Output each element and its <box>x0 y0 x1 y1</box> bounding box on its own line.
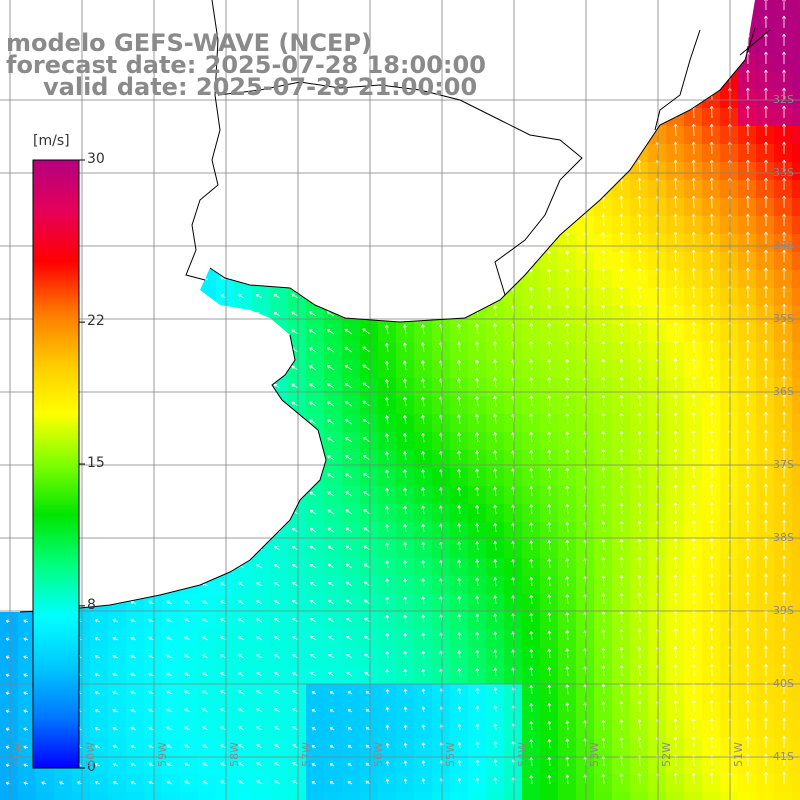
title-model: modelo GEFS-WAVE (NCEP) <box>6 29 372 57</box>
lon-label: 51W <box>732 742 745 767</box>
colorbar <box>32 159 85 769</box>
colorbar-tick-label: 22 <box>87 313 105 330</box>
lat-label: 35S <box>773 312 794 325</box>
lon-label: 60W <box>84 742 97 767</box>
lon-label: 53W <box>588 742 601 767</box>
lat-label: 37S <box>773 458 794 471</box>
colorbar-unit: [m/s] <box>33 133 70 149</box>
colorbar-ramp <box>32 159 80 769</box>
lat-label: 41S <box>773 750 794 763</box>
colorbar-tick-label: 15 <box>87 455 105 471</box>
lon-label: 55W <box>444 742 457 767</box>
lat-label: 40S <box>773 677 794 690</box>
land-area <box>0 0 755 612</box>
title-forecast-date: forecast date: 2025-07-28 18:00:00 <box>6 51 486 79</box>
lat-label: 34S <box>773 239 794 252</box>
lat-label: 39S <box>773 604 794 617</box>
lon-label: 61W <box>12 742 25 767</box>
colorbar-tick-label: 8 <box>87 596 96 613</box>
coastline <box>19 27 756 613</box>
title-valid-date: valid date: 2025-07-28 21:00:00 <box>43 73 478 101</box>
lon-label: 57W <box>300 742 313 767</box>
lat-label: 38S <box>773 531 794 544</box>
border-line <box>185 0 771 296</box>
colorbar-tick-label: 30 <box>87 151 105 167</box>
colorbar-tick-label: 0 <box>87 759 96 775</box>
lon-label: 52W <box>660 742 673 767</box>
lat-label: 33S <box>773 166 794 179</box>
lon-label: 58W <box>228 742 241 767</box>
lon-label: 56W <box>372 742 385 767</box>
lon-label: 54W <box>516 742 529 767</box>
lat-label: 36S <box>773 385 794 398</box>
lon-label: 59W <box>156 742 169 767</box>
lat-label: 32S <box>773 93 794 106</box>
colorbar-ticks <box>79 159 85 769</box>
